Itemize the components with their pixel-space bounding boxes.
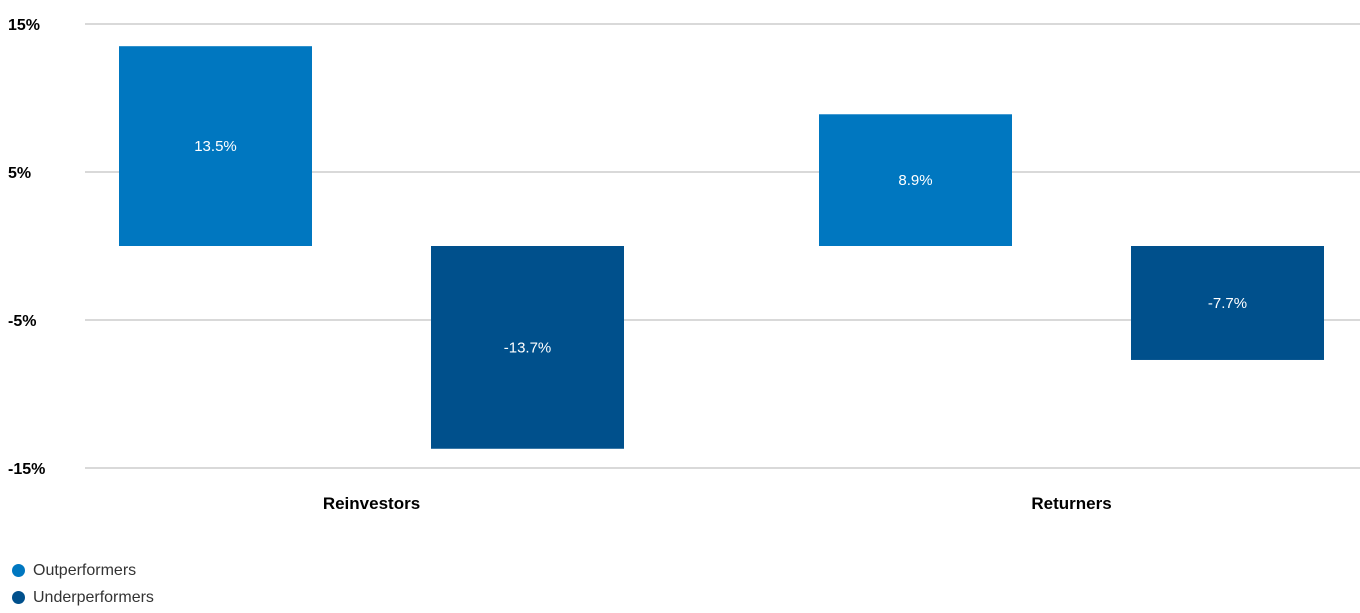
underperformers-swatch-icon (12, 591, 25, 604)
bar-outperformers-reinvestors[interactable] (119, 46, 312, 247)
bar-underperformers-reinvestors[interactable] (431, 246, 624, 449)
bars (119, 46, 1324, 449)
data-label: -13.7% (504, 339, 552, 356)
category-label: Reinvestors (323, 494, 420, 513)
y-axis-tick-labels: 15% 5% -5% -15% (8, 17, 45, 478)
y-tick-label: 5% (8, 165, 31, 182)
data-label: 13.5% (194, 138, 237, 155)
legend-label-outperformers: Outperformers (33, 561, 137, 579)
y-tick-label: 15% (8, 17, 40, 34)
legend-label-underperformers: Underperformers (33, 588, 154, 606)
legend-item-outperformers[interactable]: Outperformers (12, 557, 154, 584)
legend: Outperformers Underperformers (12, 557, 154, 611)
y-tick-label: -5% (8, 313, 36, 330)
x-axis-category-labels: Reinvestors Returners (323, 494, 1112, 513)
bar-underperformers-returners[interactable] (1131, 246, 1324, 360)
category-label: Returners (1031, 494, 1111, 513)
outperformers-swatch-icon (12, 564, 25, 577)
data-label: 8.9% (898, 172, 932, 189)
bar-chart: 15% 5% -5% -15% 13.5% -13.7% 8.9% -7.7% Reinve… (8, 17, 1360, 513)
data-label: -7.7% (1208, 295, 1247, 312)
legend-item-underperformers[interactable]: Underperformers (12, 584, 154, 611)
y-tick-label: -15% (8, 461, 45, 478)
bar-outperformers-returners[interactable] (819, 114, 1012, 246)
data-labels: 13.5% -13.7% 8.9% -7.7% (194, 138, 1247, 356)
